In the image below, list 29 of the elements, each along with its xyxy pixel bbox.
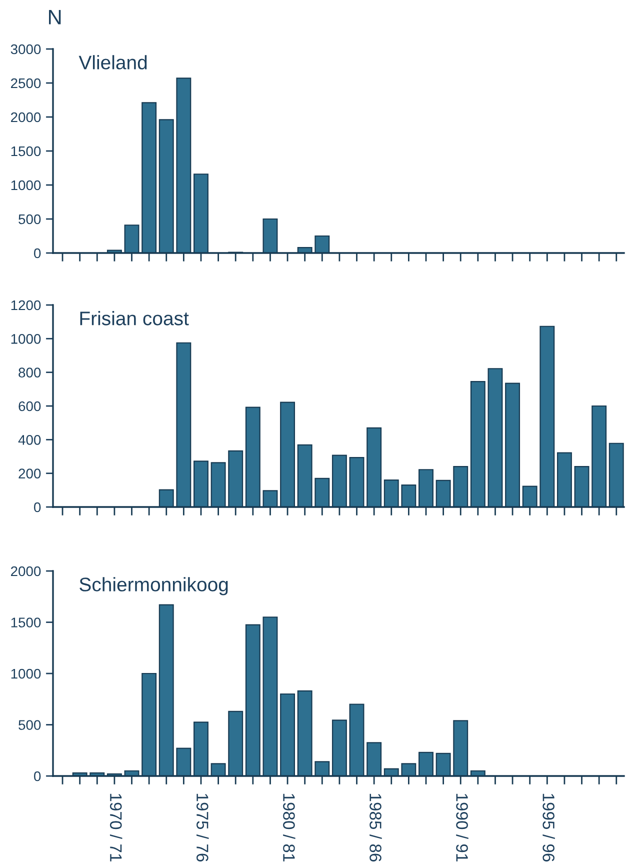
y-tick-label: 2000	[11, 112, 41, 122]
y-tick-label: 3000	[10, 44, 41, 54]
y-tick-label: 500	[18, 720, 41, 730]
x-tick-label: 1975 / 76	[196, 794, 209, 862]
y-tick-label: 200	[18, 468, 41, 479]
y-tick-label: 0	[34, 771, 41, 782]
y-tick-label: 1000	[11, 180, 41, 190]
y-tick-label: 400	[18, 435, 41, 445]
chart-title: Frisian coast	[80, 311, 189, 326]
y-tick-label: 1200	[11, 300, 41, 310]
x-tick-label: 1995 / 96	[542, 794, 555, 862]
x-tick-label: 1985 / 86	[370, 794, 382, 862]
chart-title: Schiermonnikoog	[80, 577, 228, 596]
y-tick-label: 1000	[11, 668, 41, 679]
y-tick-label: 2000	[11, 566, 41, 576]
y-tick-label: 1000	[11, 334, 41, 344]
y-tick-label: 600	[18, 401, 41, 412]
y-tick-label: 0	[34, 502, 41, 512]
y-tick-label: 0	[34, 248, 41, 258]
x-tick-label: 1980 / 81	[283, 794, 296, 862]
y-tick-label: 2500	[11, 78, 41, 88]
y-tick-label: 800	[18, 368, 41, 378]
y-axis-title: N	[49, 10, 61, 24]
y-tick-label: 1500	[11, 618, 41, 628]
x-tick-label: 1970 / 71	[110, 794, 122, 862]
y-tick-label: 1500	[11, 146, 41, 156]
x-tick-label: 1990 / 91	[456, 794, 468, 862]
chart-title: Vlieland	[78, 55, 147, 70]
y-tick-label: 500	[18, 214, 41, 224]
